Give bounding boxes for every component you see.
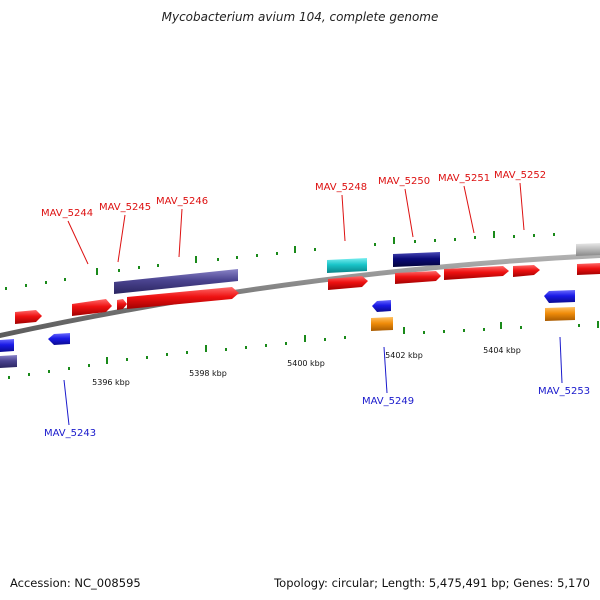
cds-mav-5250 (395, 271, 441, 284)
outer-tick-ring (5, 231, 555, 290)
forward-features (15, 243, 600, 324)
gene-label-mav-5253: MAV_5253 (538, 386, 590, 397)
gene-label-mav-5250: MAV_5250 (378, 176, 430, 187)
genome-backbone (0, 253, 600, 338)
cds-mav-5245 (117, 299, 127, 310)
gene-label-mav-5249: MAV_5249 (362, 396, 414, 407)
cds-forward-right-edge (577, 263, 600, 275)
scale-label-5402: 5402 kbp (385, 351, 423, 360)
reverse-features (0, 290, 575, 368)
gene-label-mav-5246: MAV_5246 (156, 196, 208, 207)
feature-orange-mid (371, 317, 393, 331)
cds-mav-5253 (544, 290, 575, 303)
scale-label-5396: 5396 kbp (92, 378, 130, 387)
cds-mav-5248 (328, 276, 368, 290)
inner-tick-ring (8, 321, 599, 379)
forward-label-leaders (67, 182, 525, 265)
genome-stats-text: Topology: circular; Length: 5,475,491 bp… (274, 576, 590, 590)
reverse-label-leaders (63, 336, 563, 426)
feature-orange-right (545, 307, 575, 321)
map-title: Mycobacterium avium 104, complete genome (161, 10, 439, 24)
cds-mav-5243 (48, 333, 70, 345)
gene-label-mav-5251: MAV_5251 (438, 173, 490, 184)
gene-label-mav-5245: MAV_5245 (99, 202, 151, 213)
cds-mav-5246 (127, 287, 239, 309)
gene-label-mav-5248: MAV_5248 (315, 182, 367, 193)
cds-mav-5251 (444, 266, 509, 280)
scale-label-5398: 5398 kbp (189, 369, 227, 378)
gene-label-mav-5252: MAV_5252 (494, 170, 546, 181)
cds-forward-left-edge (15, 310, 42, 324)
feature-cyan (327, 258, 367, 273)
feature-grey-right (576, 243, 600, 256)
feature-navy (393, 252, 440, 267)
gene-label-mav-5243: MAV_5243 (44, 428, 96, 439)
feature-slate-left-edge (0, 355, 17, 368)
gene-label-mav-5244: MAV_5244 (41, 208, 93, 219)
cds-reverse-left-edge (0, 339, 14, 352)
accession-text: Accession: NC_008595 (10, 576, 141, 590)
cds-mav-5252 (513, 265, 540, 277)
scale-label-5404: 5404 kbp (483, 346, 521, 355)
scale-label-5400: 5400 kbp (287, 359, 325, 368)
cds-mav-5249 (372, 300, 391, 312)
cds-mav-5244 (72, 299, 112, 316)
feature-slate-upper (114, 269, 238, 294)
